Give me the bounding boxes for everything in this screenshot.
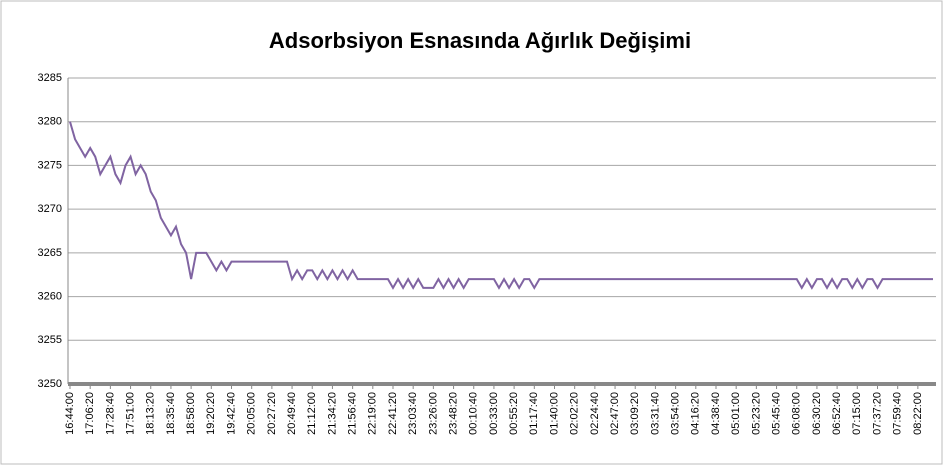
x-tick-label: 21:56:40 — [347, 392, 359, 435]
x-tick-label: 01:17:40 — [528, 392, 540, 435]
x-tick-label: 22:41:20 — [387, 392, 399, 435]
y-tick-label: 3275 — [38, 159, 62, 171]
x-tick-label: 17:06:20 — [84, 392, 96, 435]
y-tick-label: 3255 — [38, 334, 62, 346]
x-tick-label: 06:52:40 — [831, 392, 843, 435]
x-tick-label: 04:38:40 — [710, 392, 722, 435]
y-tick-label: 3270 — [38, 203, 62, 215]
x-tick-label: 20:49:40 — [286, 392, 298, 435]
x-tick-label: 03:09:20 — [629, 392, 641, 435]
x-tick-label: 03:54:00 — [670, 392, 682, 435]
x-tick-label: 03:31:40 — [649, 392, 661, 435]
y-tick-label: 3280 — [38, 116, 62, 128]
x-tick-label: 01:40:00 — [548, 392, 560, 435]
chart-title: Adsorbsiyon Esnasında Ağırlık Değişimi — [269, 28, 691, 53]
x-tick-label: 00:55:20 — [508, 392, 520, 435]
y-tick-label: 3250 — [38, 378, 62, 390]
x-tick-label: 00:10:40 — [468, 392, 480, 435]
x-tick-label: 07:37:20 — [871, 392, 883, 435]
y-tick-label: 3285 — [38, 72, 62, 84]
x-tick-label: 19:42:40 — [225, 392, 237, 435]
y-tick-label: 3260 — [38, 290, 62, 302]
x-tick-label: 02:02:20 — [569, 392, 581, 435]
x-tick-label: 07:59:40 — [892, 392, 904, 435]
x-tick-label: 16:44:00 — [64, 392, 76, 435]
x-tick-label: 18:13:20 — [145, 392, 157, 435]
data-line — [69, 121, 933, 290]
x-tick-label: 20:05:00 — [246, 392, 258, 435]
x-tick-label: 04:16:20 — [690, 392, 702, 435]
x-tick-label: 02:47:00 — [609, 392, 621, 435]
x-tick-label: 06:30:20 — [811, 392, 823, 435]
x-tick-label: 23:26:00 — [427, 392, 439, 435]
x-tick-label: 18:58:00 — [185, 392, 197, 435]
x-tick-label: 05:01:00 — [730, 392, 742, 435]
x-tick-label: 08:22:00 — [912, 392, 924, 435]
x-tick-label: 18:35:40 — [165, 392, 177, 435]
x-tick-label: 19:20:20 — [205, 392, 217, 435]
x-tick-label: 00:33:00 — [488, 392, 500, 435]
x-tick-label: 02:24:40 — [589, 392, 601, 435]
x-tick-label: 06:08:00 — [791, 392, 803, 435]
x-tick-label: 23:48:20 — [447, 392, 459, 435]
x-tick-label: 17:51:00 — [124, 392, 136, 435]
x-tick-label: 07:15:00 — [851, 392, 863, 435]
x-tick-label: 23:03:40 — [407, 392, 419, 435]
x-tick-label: 22:19:00 — [367, 392, 379, 435]
x-tick-label: 05:45:40 — [770, 392, 782, 435]
x-tick-label: 20:27:20 — [266, 392, 278, 435]
x-tick-label: 21:12:00 — [306, 392, 318, 435]
x-tick-label: 05:23:20 — [750, 392, 762, 435]
y-tick-label: 3265 — [38, 247, 62, 259]
x-tick-label: 17:28:40 — [104, 392, 116, 435]
x-tick-label: 21:34:20 — [326, 392, 338, 435]
